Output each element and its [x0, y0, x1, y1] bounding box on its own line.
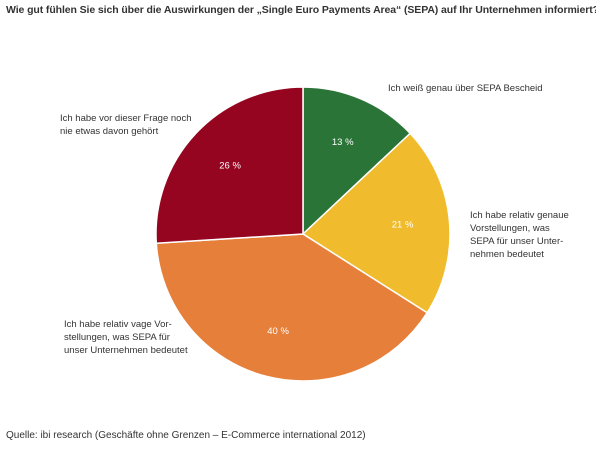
pie-slices [155, 86, 451, 382]
source-note: Quelle: ibi research (Geschäfte ohne Gre… [6, 430, 366, 441]
pie-value-label-fairly-informed: 21 % [392, 220, 414, 231]
slice-label-vaguely-informed: Ich habe relativ vage Vor- stellungen, w… [64, 319, 188, 356]
slice-label-never-heard: Ich habe vor dieser Frage noch nie etwas… [60, 113, 192, 137]
pie-slice-never-heard [155, 86, 304, 245]
pie-value-label-never-heard: 26 % [219, 161, 241, 172]
pie-slice-very-informed [302, 86, 412, 236]
slice-label-very-informed: Ich weiß genau über SEPA Bescheid [388, 83, 543, 94]
pie-value-label-very-informed: 13 % [332, 137, 354, 148]
pie-value-labels: 13 % 21 % 40 % 26 % [219, 137, 414, 337]
pie-slice-vaguely-informed [155, 233, 429, 382]
slice-label-fairly-informed: Ich habe relativ genaue Vorstellungen, w… [470, 210, 569, 260]
chart-title: Wie gut fühlen Sie sich über die Auswirk… [6, 4, 596, 16]
pie-slice-fairly-informed [301, 132, 451, 314]
pie-value-label-vaguely-informed: 40 % [267, 326, 289, 337]
